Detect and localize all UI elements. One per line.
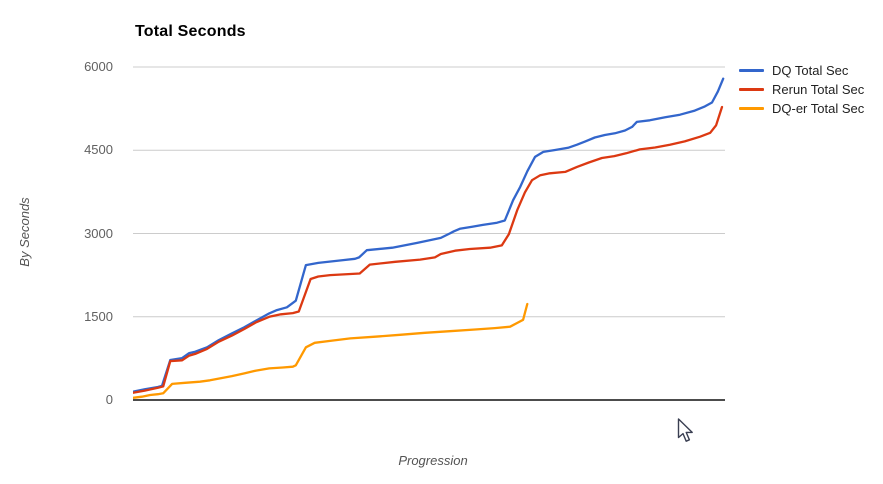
- y-tick-label: 6000: [84, 59, 113, 74]
- legend-item-rerun: Rerun Total Sec: [739, 81, 865, 97]
- y-tick-label: 4500: [84, 142, 113, 158]
- legend-swatch: [739, 87, 764, 91]
- series-line-rerun[interactable]: [133, 105, 724, 394]
- gridlines: [133, 66, 725, 318]
- y-tick-label: 1500: [84, 308, 113, 324]
- y-axis-title: By Seconds: [17, 197, 32, 267]
- legend-label: Rerun Total Sec: [772, 81, 865, 97]
- legend-label: DQ-er Total Sec: [772, 100, 865, 116]
- mouse-cursor: [677, 418, 693, 442]
- legend-label: DQ Total Sec: [772, 62, 849, 78]
- legend-swatch: [739, 106, 764, 110]
- plot-svg: [133, 66, 725, 401]
- y-tick-label: 3000: [84, 225, 113, 241]
- x-axis-title: Progression: [398, 453, 468, 468]
- series-line-dq[interactable]: [133, 77, 725, 393]
- legend-swatch: [739, 68, 764, 72]
- legend-item-dq: DQ Total Sec: [739, 62, 864, 78]
- legend-item-dqer: DQ-er Total Sec: [739, 100, 865, 116]
- y-tick-label: 0: [105, 392, 113, 407]
- legend: DQ Total Sec Rerun Total Sec DQ-er Total…: [739, 63, 864, 120]
- series-line-dqer[interactable]: [133, 302, 529, 399]
- chart-title: Total Seconds: [135, 23, 246, 40]
